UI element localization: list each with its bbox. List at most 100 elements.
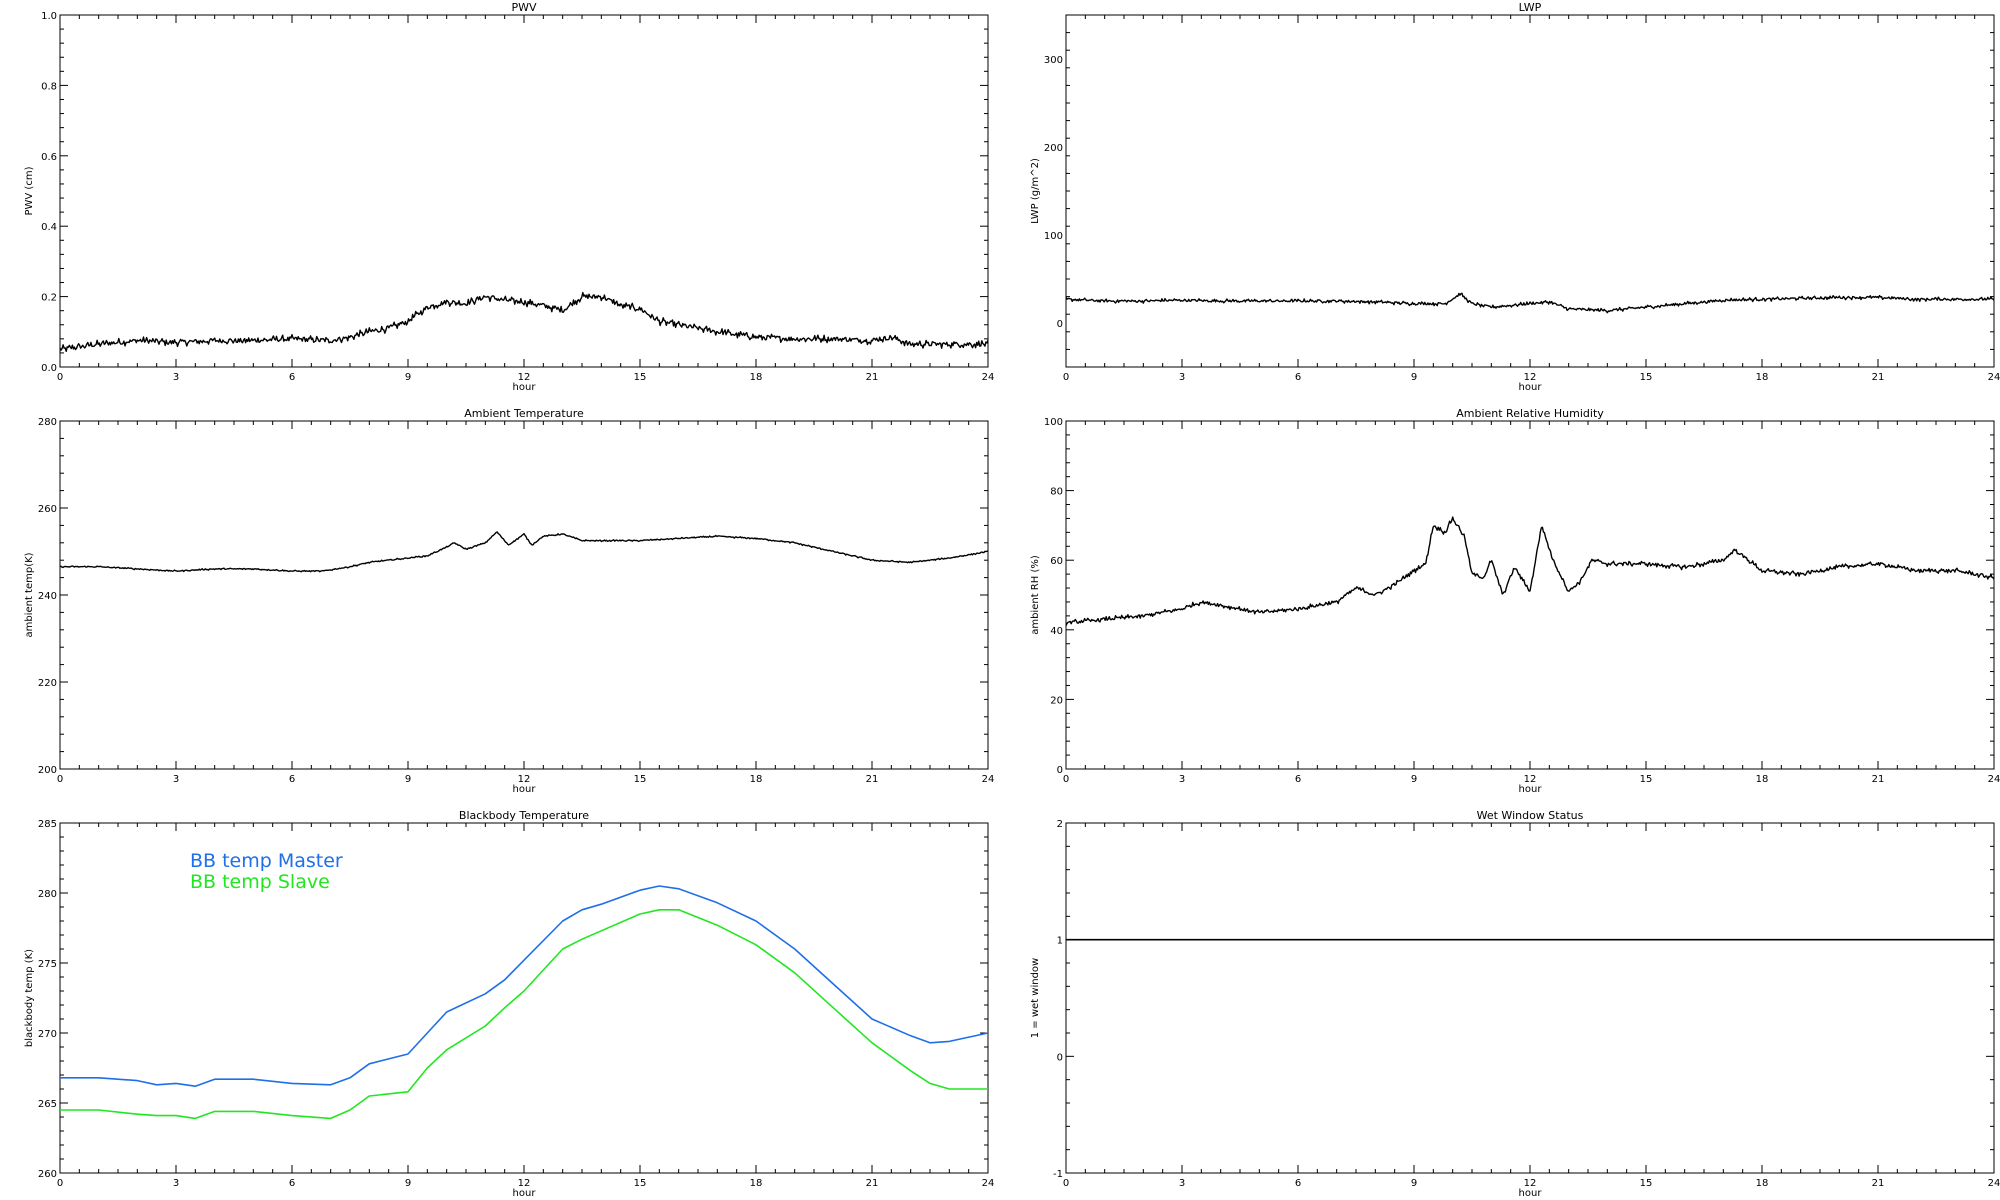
x-tick-label: 18 [1756, 774, 1769, 785]
x-tick-label: 9 [1411, 372, 1417, 383]
x-tick-label: 9 [1411, 774, 1417, 785]
x-tick-label: 6 [289, 372, 295, 383]
y-tick-label: 1 [1057, 936, 1063, 947]
x-tick-label: 15 [634, 1178, 647, 1189]
x-tick-label: 3 [1179, 1178, 1185, 1189]
x-tick-label: 21 [1872, 1178, 1885, 1189]
x-tick-label: 6 [289, 774, 295, 785]
y-tick-label: 200 [1044, 143, 1063, 154]
y-axis-label: LWP (g/m^2) [1030, 158, 1041, 224]
y-tick-label: 240 [38, 591, 57, 602]
x-tick-label: 18 [1756, 372, 1769, 383]
y-tick-label: 265 [38, 1099, 57, 1110]
chart-panel-ambient-relative-humidity: Ambient Relative Humidity 0 3 6 9 12 15 18 21 24 h… [1030, 407, 2000, 795]
series-line [60, 908, 988, 1120]
y-axis-label: ambient temp(K) [24, 552, 35, 637]
x-axis-label: hour [1519, 1188, 1543, 1199]
y-tick-label: 270 [38, 1029, 57, 1040]
y-tick-label: 280 [38, 417, 57, 428]
y-tick-label: 20 [1050, 695, 1063, 706]
y-tick-label: 1.0 [41, 11, 57, 22]
y-axis-label: PWV (cm) [24, 166, 35, 215]
x-tick-label: 0 [57, 372, 63, 383]
y-tick-label: -1 [1053, 1169, 1063, 1180]
x-tick-label: 21 [866, 774, 879, 785]
x-tick-label: 12 [518, 774, 531, 785]
x-tick-label: 12 [518, 1178, 531, 1189]
chart-title: LWP [1519, 1, 1542, 14]
x-tick-label: 15 [634, 774, 647, 785]
series-line [59, 531, 989, 573]
x-tick-label: 18 [1756, 1178, 1769, 1189]
y-tick-label: 200 [38, 765, 57, 776]
x-tick-label: 15 [1640, 774, 1653, 785]
plot-frame [1065, 14, 1995, 368]
y-tick-label: 260 [38, 1169, 57, 1180]
x-tick-label: 24 [982, 372, 995, 383]
series-line [59, 291, 989, 352]
x-tick-label: 6 [289, 1178, 295, 1189]
y-tick-label: 0.6 [41, 152, 57, 163]
x-tick-label: 24 [1988, 372, 2000, 383]
y-tick-label: 60 [1050, 556, 1063, 567]
chart-title: Ambient Relative Humidity [1456, 407, 1604, 420]
y-tick-label: 100 [1044, 231, 1063, 242]
x-axis-label: hour [513, 382, 537, 393]
x-axis-label: hour [1519, 382, 1543, 393]
plot-frame [1065, 822, 1995, 1174]
x-tick-label: 6 [1295, 774, 1301, 785]
x-tick-label: 21 [1872, 372, 1885, 383]
x-axis-label: hour [1519, 784, 1543, 795]
y-axis-label: 1 = wet window [1030, 958, 1041, 1038]
chart-panel-blackbody-temperature: Blackbody Temperature 0 3 6 9 12 15 18 21 24 hour 2… [24, 809, 994, 1199]
y-tick-label: 2 [1057, 819, 1063, 830]
legend-entry: BB temp Slave [190, 871, 330, 893]
x-tick-label: 6 [1295, 372, 1301, 383]
x-tick-label: 18 [750, 372, 763, 383]
x-tick-label: 3 [1179, 372, 1185, 383]
y-tick-label: 0.2 [41, 293, 57, 304]
x-tick-label: 18 [750, 774, 763, 785]
chart-panel-pwv: PWV 0 3 6 9 12 15 18 21 24 hour 0.0 0.2 0.4 0.6 0.8 1.0 P… [24, 1, 994, 393]
x-tick-label: 12 [1524, 372, 1537, 383]
y-axis-label: blackbody temp (K) [24, 949, 35, 1047]
y-tick-label: 100 [1044, 417, 1063, 428]
x-tick-label: 15 [634, 372, 647, 383]
chart-title: PWV [511, 1, 537, 14]
x-tick-label: 3 [1179, 774, 1185, 785]
x-tick-label: 12 [1524, 774, 1537, 785]
x-tick-label: 24 [1988, 774, 2000, 785]
y-tick-label: 285 [38, 819, 57, 830]
chart-title: Blackbody Temperature [459, 809, 589, 822]
x-tick-label: 21 [866, 372, 879, 383]
x-tick-label: 24 [982, 1178, 995, 1189]
plot-frame [59, 420, 989, 770]
x-tick-label: 9 [405, 372, 411, 383]
series-line [60, 885, 989, 1087]
plot-frame [59, 14, 989, 368]
y-tick-label: 0 [1057, 1052, 1063, 1063]
x-tick-label: 0 [1063, 1178, 1069, 1189]
x-tick-label: 21 [866, 1178, 879, 1189]
x-tick-label: 0 [57, 1178, 63, 1189]
x-tick-label: 6 [1295, 1178, 1301, 1189]
y-tick-label: 275 [38, 959, 57, 970]
x-axis-label: hour [513, 784, 537, 795]
chart-title: Ambient Temperature [464, 407, 584, 420]
x-tick-label: 12 [1524, 1178, 1537, 1189]
chart-panel-ambient-temperature: Ambient Temperature 0 3 6 9 12 15 18 21 24 hour 200… [24, 407, 994, 795]
x-tick-label: 0 [1063, 774, 1069, 785]
y-tick-label: 0 [1057, 765, 1063, 776]
series-line [1065, 516, 1995, 626]
x-tick-label: 24 [1988, 1178, 2000, 1189]
x-tick-label: 15 [1640, 1178, 1653, 1189]
y-tick-label: 280 [38, 889, 57, 900]
x-tick-label: 9 [405, 774, 411, 785]
y-tick-label: 0.0 [41, 363, 57, 374]
chart-title: Wet Window Status [1477, 809, 1584, 822]
x-tick-label: 9 [1411, 1178, 1417, 1189]
x-tick-label: 3 [173, 1178, 179, 1189]
y-tick-label: 40 [1050, 626, 1063, 637]
